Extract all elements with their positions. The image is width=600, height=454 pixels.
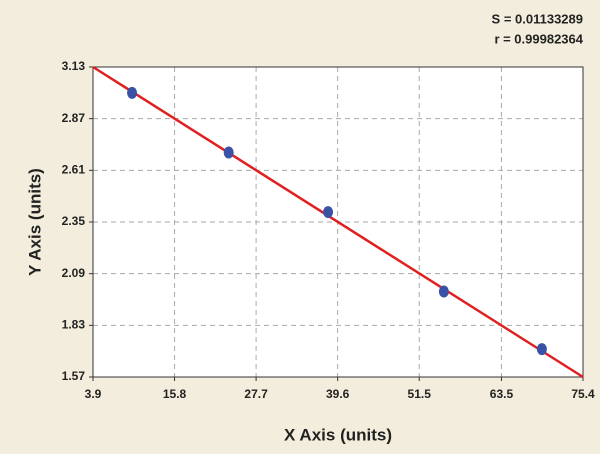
x-tick-label: 51.5 — [408, 387, 432, 401]
x-tick-label: 3.9 — [85, 387, 102, 401]
annotation: S = 0.01133289 — [492, 11, 583, 26]
y-tick-label: 1.57 — [62, 369, 86, 383]
fit-line — [92, 65, 584, 379]
x-tick-label: 15.8 — [163, 387, 187, 401]
y-tick-label: 2.61 — [62, 163, 86, 177]
data-point — [223, 146, 234, 159]
data-point — [127, 86, 138, 99]
plot-border — [92, 66, 584, 378]
x-tick-label: 27.7 — [244, 387, 268, 401]
x-tick-label: 75.4 — [571, 387, 595, 401]
annotation: r = 0.99982364 — [494, 31, 583, 46]
x-tick-label: 39.6 — [326, 387, 350, 401]
y-tick-label: 3.13 — [62, 59, 86, 73]
data-point — [438, 285, 449, 298]
x-tick-label: 63.5 — [490, 387, 514, 401]
y-axis-title: Y Axis (units) — [25, 168, 44, 276]
data-point — [536, 343, 547, 356]
data-point — [323, 206, 334, 219]
y-tick-label: 2.09 — [62, 266, 86, 280]
y-tick-label: 2.87 — [62, 111, 86, 125]
x-axis-title: X Axis (units) — [284, 425, 392, 444]
y-tick-label: 1.83 — [62, 318, 86, 332]
y-tick-label: 2.35 — [62, 214, 86, 228]
